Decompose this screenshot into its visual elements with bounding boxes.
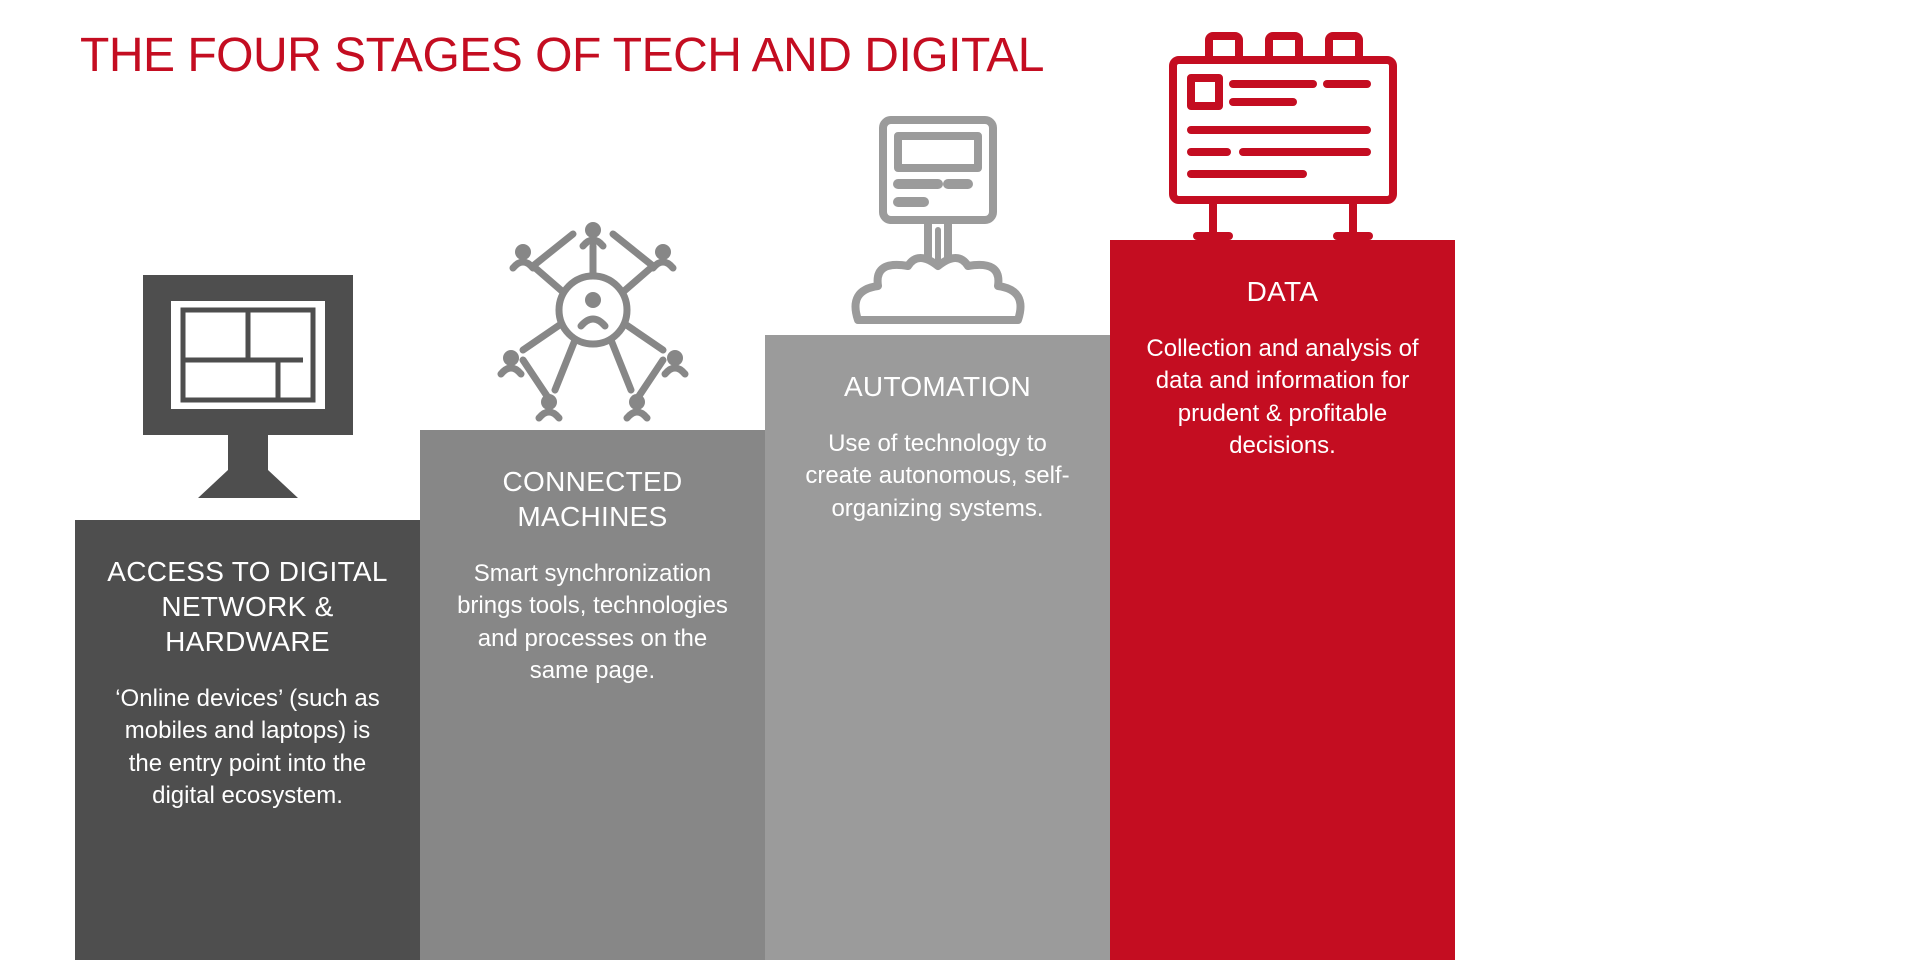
stage-automation: AUTOMATION Use of technology to create a… bbox=[765, 335, 1110, 960]
stage-data: DATA Collection and analysis of data and… bbox=[1110, 240, 1455, 960]
stage-access: ACCESS TO DIGITAL NETWORK & HARDWARE ‘On… bbox=[75, 520, 420, 960]
stage-description: Smart synchronization brings tools, tech… bbox=[450, 558, 735, 688]
data-dashboard-icon bbox=[1110, 30, 1455, 240]
stage-title: DATA bbox=[1247, 274, 1319, 309]
stage-description: Use of technology to create autonomous, … bbox=[795, 428, 1080, 525]
stage-title: AUTOMATION bbox=[844, 369, 1031, 404]
computer-monitor-icon bbox=[75, 270, 420, 520]
stage-description: ‘Online devices’ (such as mobiles and la… bbox=[105, 683, 390, 813]
network-people-icon bbox=[420, 200, 765, 430]
stage-title: ACCESS TO DIGITAL NETWORK & HARDWARE bbox=[105, 554, 390, 659]
stages-row: ACCESS TO DIGITAL NETWORK & HARDWARE ‘On… bbox=[75, 0, 1840, 960]
stage-connected-machines: CONNECTED MACHINES Smart synchronization… bbox=[420, 430, 765, 960]
stage-description: Collection and analysis of data and info… bbox=[1140, 333, 1425, 463]
launch-rocket-icon bbox=[765, 110, 1110, 335]
stage-title: CONNECTED MACHINES bbox=[450, 464, 735, 534]
